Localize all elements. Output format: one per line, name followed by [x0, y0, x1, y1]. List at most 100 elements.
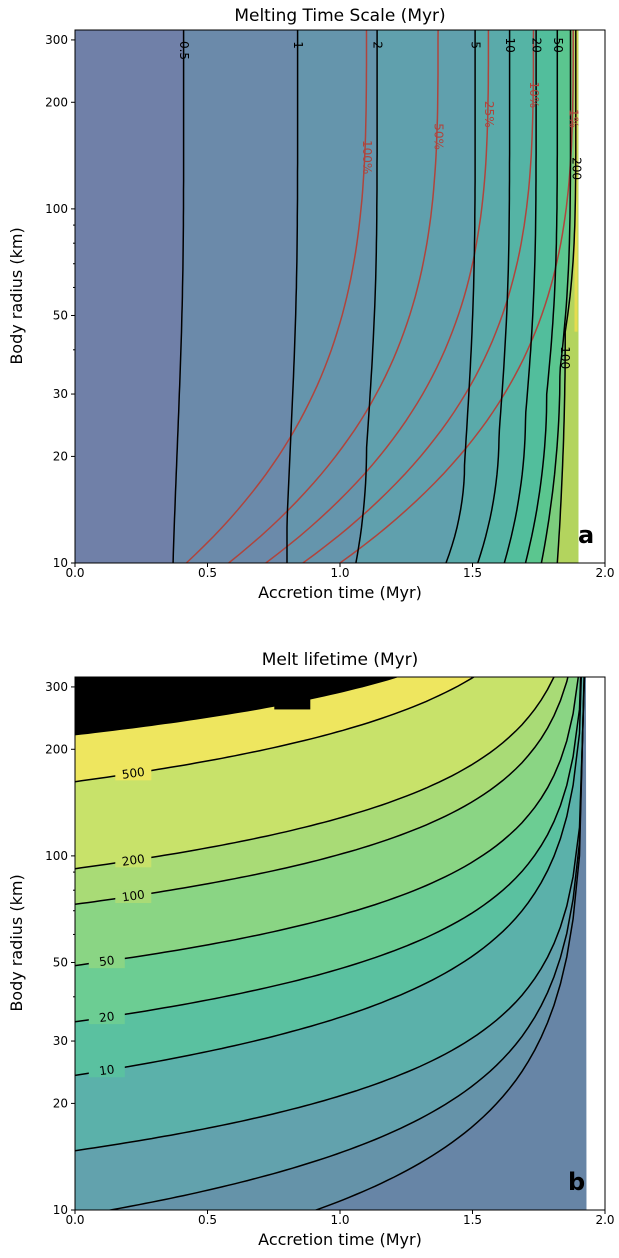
- panel-b-lifetime-label: 200: [121, 852, 146, 869]
- panel-a-melt-fraction-line: [265, 30, 490, 563]
- panel-a: Melting Time Scale (Myr) 100% 50% 25% 10% 1%…: [7, 6, 615, 602]
- panel-b-title: Melt lifetime (Myr): [262, 650, 419, 670]
- panel-b-lifetime-contour-line: [75, 677, 569, 906]
- panel-a-x-tick-label: 2.0: [595, 566, 614, 580]
- panel-b-lifetime-contours: [75, 677, 586, 1210]
- panel-b-lifetime-contour-line: [75, 677, 582, 1023]
- panel-a-time-contour-label: 20: [530, 37, 544, 52]
- panel-a-x-tick-label: 1.5: [463, 566, 482, 580]
- panel-b-y-tick-label: 20: [53, 1096, 68, 1110]
- panel-a-time-contour-line: [524, 30, 559, 563]
- panel-a-y-tick-label: 300: [45, 33, 68, 47]
- panel-a-time-contour-line: [355, 30, 378, 563]
- panel-a-y-tick-label: 30: [53, 387, 68, 401]
- panel-a-letter: a: [578, 521, 594, 549]
- panel-a-time-contour-line: [477, 30, 511, 563]
- panel-a-melt-fraction-line: [185, 30, 368, 563]
- panel-a-time-contour-label: 100: [558, 346, 572, 369]
- panel-b-label-gap: [274, 695, 311, 710]
- panel-a-melt-fraction-label: 100%: [360, 140, 374, 174]
- panel-b: Melt lifetime (Myr) 1000500200100502010 …: [7, 650, 615, 1249]
- panel-b-label-gap: [88, 1010, 125, 1025]
- panel-b-lifetime-contour-line: [75, 677, 476, 783]
- panel-a-y-ticks: 10 20 30 50 100 200 300: [45, 33, 75, 570]
- panel-b-fill-band: [75, 677, 587, 1210]
- panel-b-lifetime-label: 100: [121, 887, 146, 904]
- panel-a-y-tick-label: 100: [45, 202, 68, 216]
- panel-a-y-tick-label: 50: [53, 308, 68, 322]
- panel-b-lifetime-contour-line: [75, 677, 399, 736]
- panel-a-time-contour-line: [445, 30, 476, 563]
- panel-a-melt-fraction-label: 25%: [482, 101, 496, 128]
- panel-b-x-tick-label: 0.5: [198, 1213, 217, 1227]
- panel-b-lifetime-contour-line: [75, 677, 555, 870]
- panel-a-time-contour-label: 200: [569, 157, 583, 180]
- panel-a-fill-band: [75, 30, 184, 563]
- panel-a-y-tick-label: 10: [53, 556, 68, 570]
- panel-b-filled-contours: [75, 677, 605, 1210]
- panel-a-time-contour-label: 5: [469, 41, 483, 49]
- panel-b-lifetime-contour-line: [313, 677, 585, 1210]
- panel-a-melt-fraction-line: [302, 30, 535, 563]
- panel-b-y-tick-label: 100: [45, 849, 68, 863]
- panel-a-time-contour-label: 0.5: [177, 41, 191, 60]
- panel-b-y-tick-label: 200: [45, 742, 68, 756]
- panel-b-label-gap: [115, 853, 152, 868]
- panel-b-contour-labels: 1000 500 200 100 50 20 10: [88, 693, 311, 1078]
- panel-a-time-contour-label: 1: [291, 41, 305, 49]
- panel-b-x-tick-label: 1.5: [463, 1213, 482, 1227]
- panel-a-melt-fraction-contours: [185, 30, 574, 563]
- panel-b-lifetime-label: 1000: [276, 693, 308, 711]
- panel-a-fill-band: [172, 30, 298, 563]
- panel-a-x-tick-label: 0.0: [65, 566, 84, 580]
- panel-b-x-tick-label: 2.0: [595, 1213, 614, 1227]
- panel-b-x-ticks: 0.0 0.5 1.0 1.5 2.0: [65, 1210, 615, 1227]
- panel-a-time-contour-label: 50: [551, 37, 565, 52]
- panel-a-fill-band: [286, 30, 378, 563]
- panel-b-xlabel: Accretion time (Myr): [258, 1230, 422, 1249]
- panel-b-y-ticks: 10 20 30 50 100 200 300: [45, 680, 75, 1217]
- panel-b-fill-band: [75, 677, 586, 735]
- panel-b-y-tick-label: 50: [53, 955, 68, 969]
- panel-a-filled-contours: [75, 30, 605, 563]
- panel-b-lifetime-contour-line: [75, 677, 580, 967]
- panel-a-time-contour-line: [172, 30, 185, 563]
- panel-a-contour-labels: 100% 50% 25% 10% 1% 0.5 1 2 5 10 20 50 100 200: [177, 37, 583, 369]
- panel-a-time-contour-line: [556, 30, 577, 563]
- panel-a-ylabel: Body radius (km): [7, 227, 26, 364]
- panel-b-y-tick-label: 300: [45, 680, 68, 694]
- panel-b-lifetime-label: 20: [98, 1009, 115, 1025]
- panel-a-melt-fraction-label: 10%: [527, 81, 541, 108]
- panel-b-label-gap: [115, 889, 152, 904]
- panel-a-xlabel: Accretion time (Myr): [258, 583, 422, 602]
- panel-a-time-contour-line: [286, 30, 299, 563]
- panel-a-time-contour-line: [503, 30, 537, 563]
- panel-a-time-contour-line: [540, 30, 572, 563]
- panel-a-melt-fraction-label: 50%: [432, 123, 446, 150]
- panel-a-time-contours: [172, 30, 577, 563]
- panel-b-lifetime-contour-line: [75, 677, 586, 1152]
- panel-b-y-tick-label: 30: [53, 1034, 68, 1048]
- panel-b-x-tick-label: 0.0: [65, 1213, 84, 1227]
- panel-b-letter: b: [568, 1168, 585, 1196]
- panel-b-lifetime-label: 500: [121, 765, 146, 782]
- panel-b-x-tick-label: 1.0: [330, 1213, 349, 1227]
- panel-b-label-gap: [115, 766, 152, 781]
- panel-b-ylabel: Body radius (km): [7, 874, 26, 1011]
- panel-a-melt-fraction-line: [228, 30, 439, 563]
- panel-a-x-ticks: 0.0 0.5 1.0 1.5 2.0: [65, 563, 615, 580]
- panel-a-y-tick-label: 20: [53, 449, 68, 463]
- panel-a-melt-fraction-label: 1%: [567, 109, 581, 128]
- panel-b-label-gap: [88, 1063, 125, 1078]
- panel-a-title: Melting Time Scale (Myr): [234, 6, 445, 26]
- panel-a-x-tick-label: 0.5: [198, 566, 217, 580]
- panel-a-blank-region: [578, 30, 605, 563]
- panel-b-label-gap: [88, 954, 125, 969]
- panel-a-time-contour-label: 10: [503, 37, 517, 52]
- panel-a-x-tick-label: 1.0: [330, 566, 349, 580]
- panel-b-lifetime-label: 10: [98, 1062, 115, 1078]
- panel-a-melt-fraction-line: [339, 30, 574, 563]
- panel-b-lifetime-contour-line: [106, 677, 585, 1210]
- panel-b-y-tick-label: 10: [53, 1203, 68, 1217]
